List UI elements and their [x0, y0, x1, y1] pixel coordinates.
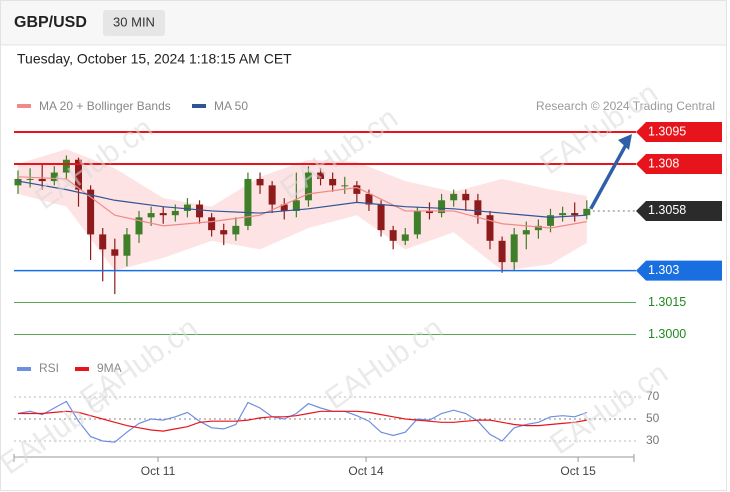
candle-body — [292, 200, 300, 211]
candle-body — [14, 178, 22, 186]
candle-body — [183, 204, 191, 211]
candle-body — [232, 225, 240, 235]
candle-body — [208, 217, 216, 231]
candle-body — [450, 193, 458, 201]
candle-body — [353, 185, 361, 194]
legend-label: 9MA — [97, 361, 122, 375]
level-label: 1.3015 — [648, 295, 686, 309]
candle-body — [99, 234, 107, 250]
timestamp: Tuesday, October 15, 2024 1:18:15 AM CET — [17, 51, 292, 67]
candle-body — [583, 208, 591, 216]
interval[interactable]: 30 MIN — [113, 14, 155, 29]
candle-body — [474, 200, 482, 216]
candle-body — [413, 210, 421, 235]
projection-arrow — [589, 140, 630, 210]
price-tag-label: 1.3058 — [648, 203, 686, 217]
candle-body — [389, 230, 397, 241]
candle-body — [256, 178, 264, 186]
candle-body — [317, 172, 325, 179]
legend-swatch — [17, 104, 31, 108]
projection-arrowhead — [618, 134, 632, 151]
price-tag — [636, 122, 722, 143]
candle-body — [329, 178, 337, 186]
candle-body — [546, 215, 554, 226]
candle-body — [38, 178, 46, 182]
candle-body — [220, 230, 228, 235]
candle-body — [522, 230, 530, 235]
candle-body — [534, 225, 542, 231]
candle-body — [280, 204, 288, 211]
candle-body — [425, 210, 433, 214]
candle-body — [244, 178, 252, 226]
legend-label: MA 20 + Bollinger Bands — [39, 99, 171, 113]
price-tag-label: 1.308 — [648, 156, 679, 170]
ma-line — [17, 176, 587, 229]
x-tick-label: Oct 14 — [348, 464, 384, 478]
candle-body — [571, 213, 579, 216]
legend-swatch — [75, 367, 89, 371]
candle-body — [147, 213, 155, 218]
candle-body — [159, 213, 167, 216]
y-tick-label: 70 — [646, 389, 660, 403]
x-tick-label: Oct 15 — [560, 464, 596, 478]
candle-body — [462, 193, 470, 201]
y-tick-label: 30 — [646, 433, 660, 447]
candle-body — [135, 217, 143, 235]
candle-body — [559, 213, 567, 216]
candle-body — [50, 172, 58, 182]
candle-body — [123, 234, 131, 256]
candle-body — [111, 249, 119, 256]
y-tick-label: 50 — [646, 411, 660, 425]
ma-line — [17, 180, 587, 218]
candle-body — [304, 172, 312, 201]
candle-body — [268, 185, 276, 205]
legend-swatch — [192, 104, 206, 108]
candle-body — [75, 159, 83, 190]
candle-body — [62, 159, 70, 173]
candle-body — [196, 204, 204, 218]
candle-body — [87, 189, 95, 235]
legend-label: RSI — [39, 361, 59, 375]
candle-body — [171, 210, 179, 216]
price-tag — [636, 154, 722, 175]
rsi-line — [17, 410, 587, 432]
candle-body — [498, 240, 506, 263]
candle-body — [438, 200, 446, 214]
interval-pill[interactable] — [103, 10, 165, 36]
price-tag-label: 1.3095 — [648, 124, 686, 138]
candle-body — [510, 234, 518, 263]
credit: Research © 2024 Trading Central — [536, 99, 715, 113]
candle-body — [26, 178, 34, 180]
legend-label: MA 50 — [214, 99, 248, 113]
candle-body — [377, 204, 385, 231]
symbol: GBP/USD — [14, 14, 87, 31]
candle-body — [341, 185, 349, 187]
candle-body — [365, 193, 373, 205]
level-label: 1.3000 — [648, 327, 686, 341]
legend-swatch — [17, 367, 31, 371]
price-tag — [636, 260, 722, 281]
x-tick-label: Oct 11 — [141, 464, 176, 478]
candle-body — [486, 215, 494, 241]
candle-body — [401, 234, 409, 241]
rsi-line — [17, 400, 588, 443]
price-tag — [636, 200, 722, 221]
price-tag-label: 1.303 — [648, 263, 679, 277]
